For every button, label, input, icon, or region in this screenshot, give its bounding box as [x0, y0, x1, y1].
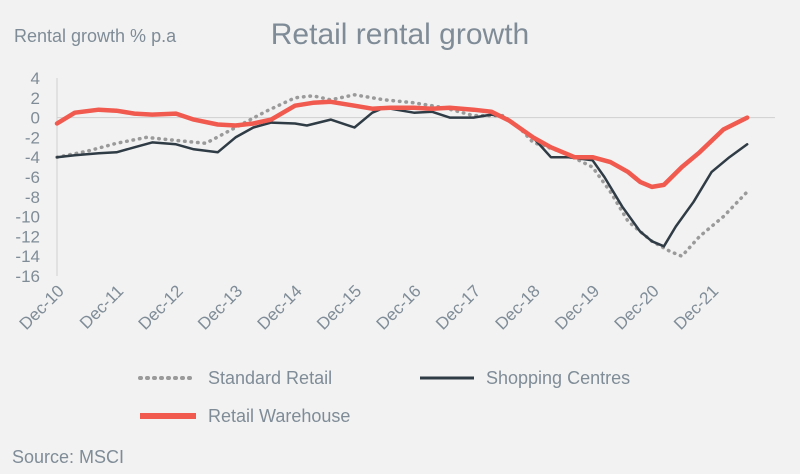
y-tick-label: 2	[31, 89, 40, 108]
x-tick-label: Dec-15	[313, 281, 365, 333]
x-tick-label: Dec-13	[194, 281, 246, 333]
x-tick-labels: Dec-10 Dec-11 Dec-12 Dec-13 Dec-14 Dec-15 Dec-…	[16, 281, 723, 333]
legend-retail-warehouse-label: Retail Warehouse	[208, 406, 350, 426]
legend: Standard Retail Shopping Centres Retail …	[138, 368, 630, 426]
y-tick-label: -2	[25, 128, 40, 147]
x-tick-label: Dec-14	[254, 281, 306, 333]
x-tick-label: Dec-20	[611, 281, 663, 333]
y-tick-label: -4	[25, 148, 40, 167]
y-tick-labels: 420-2-4-6-8-10-12-14-16	[15, 69, 40, 286]
x-tick-label: Dec-10	[16, 281, 68, 333]
chart-title: Retail rental growth	[271, 18, 529, 51]
y-tick-label: -10	[15, 208, 40, 227]
y-tick-label: -8	[25, 188, 40, 207]
series-shopping-centres	[55, 106, 749, 248]
y-tick-label: 0	[31, 109, 40, 128]
y-tick-label: -6	[25, 168, 40, 187]
series-standard-retail	[55, 93, 749, 258]
x-tick-label: Dec-18	[492, 281, 544, 333]
x-tick-label: Dec-16	[373, 281, 425, 333]
x-tick-label: Dec-12	[135, 281, 187, 333]
x-tick-label: Dec-21	[670, 281, 722, 333]
legend-standard-retail-label: Standard Retail	[208, 368, 332, 388]
y-axis-label: Rental growth % p.a	[14, 26, 177, 46]
series-layer	[54, 93, 750, 258]
x-tick-label: Dec-19	[551, 281, 603, 333]
y-tick-label: -16	[15, 267, 40, 286]
series-retail-warehouse	[54, 99, 750, 190]
axes	[56, 78, 775, 276]
x-tick-label: Dec-11	[76, 281, 127, 332]
y-tick-label: 4	[31, 69, 40, 88]
y-tick-label: -14	[15, 247, 40, 266]
y-tick-label: -12	[15, 227, 40, 246]
source-note: Source: MSCI	[12, 447, 124, 467]
x-tick-label: Dec-17	[432, 281, 484, 333]
legend-shopping-centres-label: Shopping Centres	[486, 368, 630, 388]
